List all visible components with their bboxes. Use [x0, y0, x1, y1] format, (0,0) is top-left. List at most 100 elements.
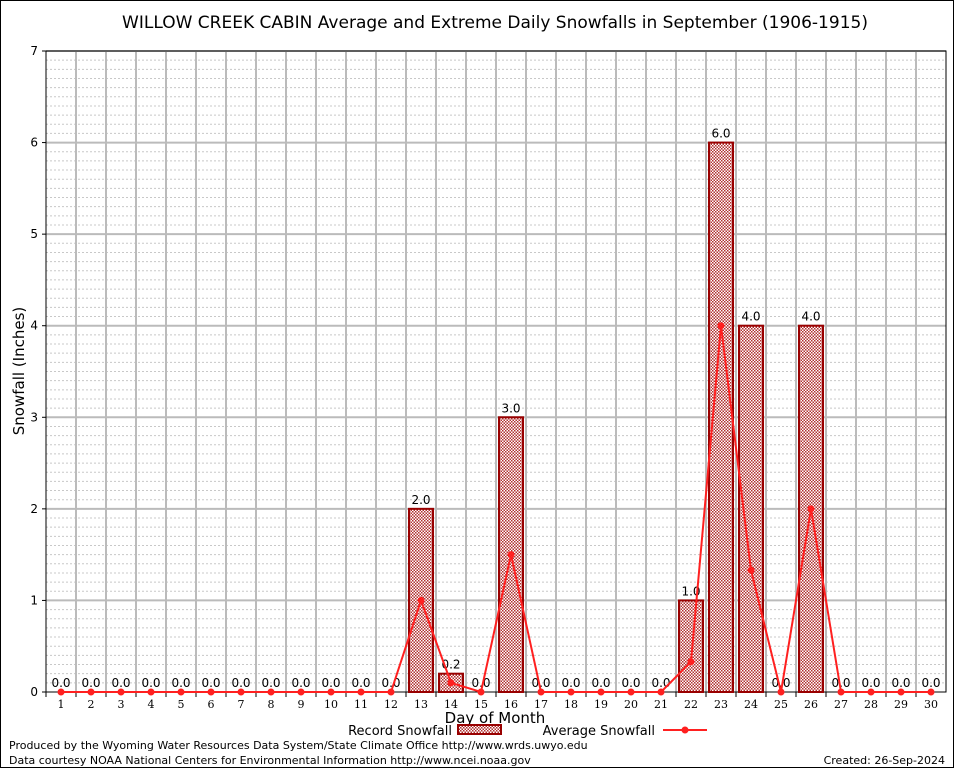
average-point-day-21: [657, 688, 665, 696]
bar-value-label: 0.0: [81, 676, 100, 690]
bar-value-label: 0.0: [861, 676, 880, 690]
bar-value-label: 0.0: [921, 676, 940, 690]
x-tick-label: 4: [148, 698, 155, 711]
x-tick-label: 23: [714, 698, 728, 711]
y-tick-label: 7: [30, 44, 38, 58]
average-point-day-26: [807, 505, 815, 513]
legend-label-record: Record Snowfall: [348, 724, 452, 739]
bar-value-label: 4.0: [741, 310, 760, 324]
x-tick-label: 27: [834, 698, 848, 711]
bar-day-16: [498, 416, 524, 693]
average-point-day-4: [147, 688, 155, 696]
bar-value-label: 0.0: [561, 676, 580, 690]
bar-value-label: 0.0: [231, 676, 250, 690]
bar-value-label: 0.0: [771, 676, 790, 690]
bar-value-label: 0.0: [591, 676, 610, 690]
bar-value-label: 0.0: [261, 676, 280, 690]
chart-title: WILLOW CREEK CABIN Average and Extreme D…: [122, 13, 868, 33]
x-tick-label: 5: [178, 698, 185, 711]
average-point-day-3: [117, 688, 125, 696]
average-point-day-13: [417, 596, 425, 604]
x-tick-label: 6: [208, 698, 215, 711]
x-tick-label: 13: [414, 698, 428, 711]
bar-value-label: 0.0: [381, 676, 400, 690]
x-tick-label: 20: [624, 698, 638, 711]
x-tick-label: 15: [474, 698, 488, 711]
x-tick-label: 29: [894, 698, 908, 711]
average-point-day-11: [357, 688, 365, 696]
y-axis-label: Snowfall (Inches): [10, 307, 28, 435]
y-tick-label: 3: [30, 410, 38, 424]
y-tick-label: 5: [30, 227, 38, 241]
average-point-day-29: [897, 688, 905, 696]
bar-value-label: 0.0: [621, 676, 640, 690]
average-point-day-12: [387, 688, 395, 696]
x-tick-label: 30: [924, 698, 938, 711]
bar-value-label: 0.0: [201, 676, 220, 690]
y-tick-label: 2: [30, 502, 38, 516]
y-tick-label: 6: [30, 136, 38, 150]
bar-value-label: 0.0: [141, 676, 160, 690]
average-point-day-5: [177, 688, 185, 696]
x-tick-label: 17: [534, 698, 548, 711]
average-point-day-14: [447, 679, 455, 687]
average-point-day-2: [87, 688, 95, 696]
x-tick-label: 1: [58, 698, 65, 711]
legend-label-average: Average Snowfall: [543, 724, 655, 739]
x-tick-label: 12: [384, 698, 398, 711]
bar-value-label: 0.0: [831, 676, 850, 690]
footer-created: Created: 26-Sep-2024: [823, 754, 945, 767]
average-point-day-25: [777, 688, 785, 696]
x-tick-label: 25: [774, 698, 788, 711]
average-point-day-9: [297, 688, 305, 696]
bar-day-22: [678, 599, 704, 694]
bar-value-label: 0.0: [291, 676, 310, 690]
x-tick-label: 24: [744, 698, 758, 711]
x-tick-label: 26: [804, 698, 818, 711]
y-tick-label: 0: [30, 685, 38, 699]
x-tick-label: 7: [238, 698, 245, 711]
x-tick-label: 28: [864, 698, 878, 711]
average-point-day-24: [747, 566, 755, 574]
footer-produced: Produced by the Wyoming Water Resources …: [9, 739, 588, 752]
average-point-day-10: [327, 688, 335, 696]
bar-value-label: 0.0: [171, 676, 190, 690]
average-point-day-18: [567, 688, 575, 696]
average-point-day-17: [537, 688, 545, 696]
bar-value-label: 0.0: [651, 676, 670, 690]
bar-value-label: 1.0: [681, 584, 700, 598]
x-tick-label: 8: [268, 698, 275, 711]
x-axis-label: Day of Month: [445, 709, 546, 727]
average-point-day-27: [837, 688, 845, 696]
bar-value-label: 6.0: [711, 127, 730, 141]
average-point-day-28: [867, 688, 875, 696]
average-point-day-1: [57, 688, 65, 696]
x-tick-label: 16: [504, 698, 518, 711]
average-point-day-6: [207, 688, 215, 696]
x-tick-label: 3: [118, 698, 125, 711]
average-point-day-8: [267, 688, 275, 696]
bar-value-label: 0.0: [531, 676, 550, 690]
bar-value-label: 0.0: [891, 676, 910, 690]
average-point-day-20: [627, 688, 635, 696]
bar-value-label: 3.0: [501, 401, 520, 415]
bar-day-23: [708, 141, 734, 694]
average-point-day-30: [927, 688, 935, 696]
x-tick-label: 10: [324, 698, 338, 711]
average-point-day-15: [477, 688, 485, 696]
x-tick-label: 11: [354, 698, 368, 711]
average-line: [61, 325, 931, 694]
x-tick-label: 14: [444, 698, 458, 711]
x-tick-label: 22: [684, 698, 698, 711]
bar-value-label: 0.0: [321, 676, 340, 690]
average-point-day-16: [507, 551, 515, 559]
x-tick-label: 2: [88, 698, 95, 711]
y-tick-label: 1: [30, 593, 38, 607]
legend-marker-average: [681, 726, 689, 734]
bar-value-label: 0.0: [51, 676, 70, 690]
x-tick-label: 21: [654, 698, 668, 711]
average-point-day-19: [597, 688, 605, 696]
bar-value-label: 4.0: [801, 310, 820, 324]
